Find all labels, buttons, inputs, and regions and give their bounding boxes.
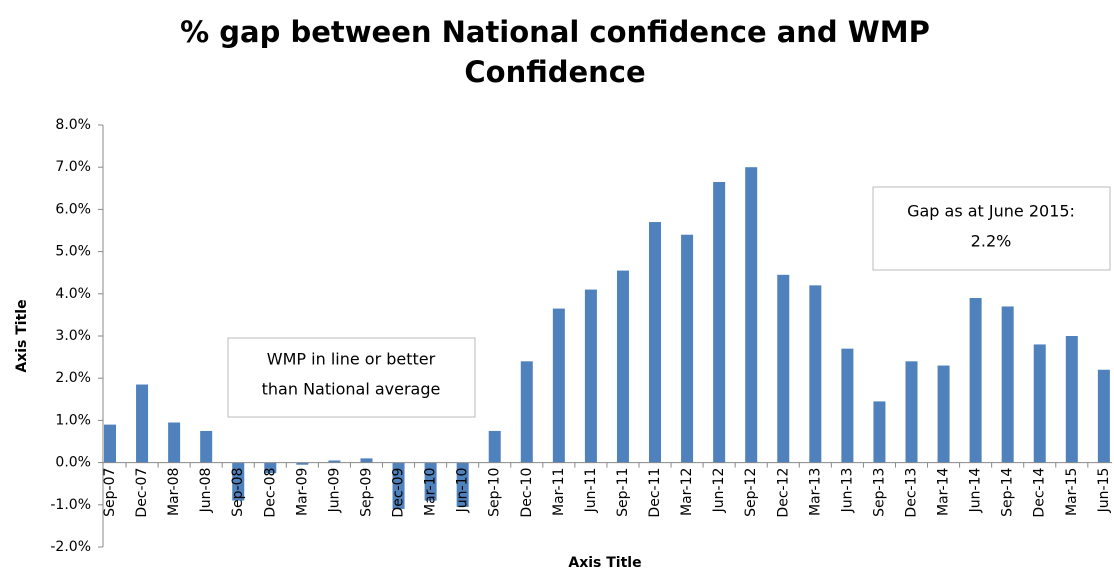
bar xyxy=(424,462,437,501)
annotation-box xyxy=(227,337,476,418)
bar xyxy=(905,361,918,463)
x-tick-label: Sep-13 xyxy=(871,468,887,517)
bar xyxy=(937,365,950,463)
x-tick-label: Dec-09 xyxy=(391,468,407,518)
x-tick-label: Sep-11 xyxy=(615,468,631,517)
bar xyxy=(392,462,405,510)
x-tick-label: Sep-10 xyxy=(487,468,503,517)
y-tick-label: 8.0% xyxy=(55,117,91,133)
annotation-box xyxy=(872,186,1111,271)
x-tick-label: Mar-08 xyxy=(166,468,182,516)
x-tick-label: Mar-09 xyxy=(294,468,310,516)
bar xyxy=(1001,306,1014,463)
x-tick-label: Jun-09 xyxy=(326,468,342,514)
x-tick-label: Jun-12 xyxy=(711,468,727,514)
annotation-text: Gap as at June 2015: xyxy=(907,202,1075,221)
bar xyxy=(488,430,501,463)
y-tick-label: 2.0% xyxy=(55,370,91,386)
bar xyxy=(713,181,726,463)
x-tick-label: Dec-10 xyxy=(519,468,535,518)
bar xyxy=(809,285,822,463)
bar xyxy=(616,270,629,463)
x-tick-label: Mar-11 xyxy=(551,468,567,516)
bar xyxy=(969,298,982,463)
x-tick-label: Mar-12 xyxy=(679,468,695,516)
bar xyxy=(360,458,373,463)
x-tick-label: Dec-07 xyxy=(134,468,150,518)
x-tick-label: Jun-11 xyxy=(583,468,599,514)
y-tick-label: -2.0% xyxy=(50,539,91,555)
x-tick-label: Jun-14 xyxy=(968,468,984,514)
bar xyxy=(1065,336,1078,463)
y-tick-label: -1.0% xyxy=(50,497,91,513)
bar xyxy=(873,401,886,463)
x-tick-label: Jun-15 xyxy=(1096,468,1112,514)
bar xyxy=(1033,344,1046,463)
chart-title: % gap between National confidence and WM… xyxy=(180,15,930,49)
x-tick-label: Dec-14 xyxy=(1032,468,1048,518)
x-axis-title: Axis Title xyxy=(568,555,641,571)
x-tick-label: Mar-13 xyxy=(807,468,823,516)
y-tick-label: 0.0% xyxy=(55,455,91,471)
x-tick-label: Dec-08 xyxy=(262,468,278,518)
x-tick-label: Sep-12 xyxy=(743,468,759,517)
bar xyxy=(1097,369,1110,463)
x-tick-label: Dec-13 xyxy=(904,468,920,518)
bar xyxy=(456,462,469,507)
bar xyxy=(745,167,758,463)
chart-title: Confidence xyxy=(464,55,645,89)
bar xyxy=(841,348,854,463)
x-tick-label: Mar-15 xyxy=(1064,468,1080,516)
annotation-text: WMP in line or better xyxy=(267,350,436,369)
x-tick-label: Sep-09 xyxy=(358,468,374,517)
x-tick-label: Jun-13 xyxy=(839,468,855,514)
bar xyxy=(232,462,245,501)
x-tick-label: Jun-10 xyxy=(455,468,471,514)
y-tick-label: 3.0% xyxy=(55,328,91,344)
x-tick-label: Sep-14 xyxy=(1000,468,1016,517)
x-tick-label: Dec-12 xyxy=(775,468,791,518)
x-tick-label: Mar-10 xyxy=(423,468,439,516)
bar xyxy=(200,430,213,463)
y-tick-label: 4.0% xyxy=(55,286,91,302)
bar xyxy=(264,462,277,474)
y-tick-label: 1.0% xyxy=(55,412,91,428)
bar xyxy=(296,462,309,465)
y-tick-label: 5.0% xyxy=(55,244,91,260)
bar xyxy=(584,289,597,463)
bar xyxy=(136,384,149,463)
bar xyxy=(328,460,341,463)
bar xyxy=(777,274,790,463)
y-axis-title: Axis Title xyxy=(14,299,30,372)
x-tick-label: Sep-08 xyxy=(230,468,246,517)
bar xyxy=(552,308,565,463)
x-tick-label: Jun-08 xyxy=(198,468,214,514)
bar xyxy=(681,234,694,463)
y-tick-label: 7.0% xyxy=(55,159,91,175)
x-tick-label: Mar-14 xyxy=(936,468,952,516)
bar xyxy=(168,422,181,463)
x-tick-label: Sep-07 xyxy=(102,468,118,517)
bar xyxy=(649,222,662,463)
x-tick-label: Dec-11 xyxy=(647,468,663,518)
annotation-text: 2.2% xyxy=(971,232,1012,251)
bar xyxy=(520,361,533,463)
annotation-text: than National average xyxy=(262,380,441,399)
y-tick-label: 6.0% xyxy=(55,201,91,217)
bar xyxy=(104,424,116,463)
